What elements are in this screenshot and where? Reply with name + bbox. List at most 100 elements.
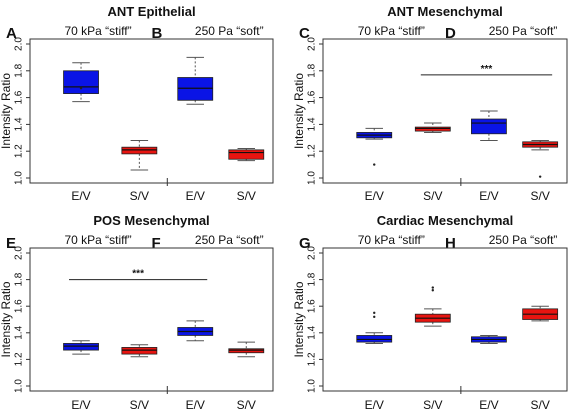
x-category-label: S/V (423, 398, 442, 412)
box-2 (414, 122, 451, 133)
plot-frame (322, 38, 568, 184)
x-category-label: E/V (186, 189, 205, 203)
box-4 (522, 305, 559, 322)
panel-letter: F (152, 235, 161, 252)
y-tick-label: 1.8 (14, 63, 25, 77)
condition-label: 250 Pa “soft” (489, 24, 558, 38)
panel-letter: G (299, 235, 311, 252)
condition-label: 250 Pa “soft” (195, 233, 264, 247)
y-tick-label: 1.6 (14, 90, 25, 104)
box-body (228, 149, 265, 160)
box-outlier-point (538, 175, 542, 178)
box-body (356, 335, 393, 343)
y-tick-label: 1.6 (307, 299, 318, 313)
y-tick-label: 2.0 (14, 37, 25, 51)
y-tick-label: 1.2 (14, 352, 25, 366)
box-body (121, 347, 158, 355)
plot-frame (29, 247, 274, 392)
y-tick-label: 1.8 (307, 272, 318, 286)
box-2 (121, 344, 158, 358)
panel-title: POS Mesenchymal (93, 213, 209, 228)
x-category-label: S/V (237, 189, 256, 203)
y-tick-label: 1.0 (307, 171, 318, 185)
plot-frame (322, 247, 568, 392)
condition-label: 250 Pa “soft” (489, 233, 558, 247)
panel-title: ANT Mesenchymal (387, 4, 503, 19)
y-tick-label: 1.6 (14, 299, 25, 313)
box-4 (228, 341, 265, 358)
panel-title: ANT Epithelial (107, 4, 195, 19)
y-tick-label: 1.4 (14, 325, 25, 339)
x-category-label: E/V (479, 398, 498, 412)
box-1 (63, 62, 99, 103)
panel-2: ANT Mesenchymal C D 70 kPa “stiff” 250 Pa “s… (292, 4, 568, 203)
box-outlier-point (373, 163, 376, 166)
y-axis-label: Intensity Ratio (292, 73, 306, 149)
box-body (121, 146, 158, 155)
box-1 (63, 340, 99, 355)
x-category-label: E/V (479, 189, 498, 203)
panel-4: Cardiac Mesenchymal G H 70 kPa “stiff” 250 P… (292, 213, 568, 412)
condition-label: 70 kPa “stiff” (358, 24, 425, 38)
panel-letter: D (445, 25, 456, 42)
box-3 (471, 334, 507, 344)
y-tick-label: 1.4 (14, 117, 25, 131)
box-3 (177, 320, 214, 342)
box-body (414, 126, 451, 132)
y-tick-label: 1.6 (307, 90, 318, 104)
box-outlier-point (373, 315, 376, 319)
condition-label: 70 kPa “stiff” (358, 233, 425, 247)
panel-letter: H (445, 235, 456, 252)
panel-letter: B (152, 25, 163, 42)
y-axis-label: Intensity Ratio (0, 73, 13, 149)
box-body (177, 77, 214, 101)
box-3 (177, 56, 214, 105)
y-axis-label: Intensity Ratio (0, 281, 13, 357)
x-category-label: E/V (365, 189, 384, 203)
x-category-label: S/V (130, 398, 149, 412)
box-1 (356, 311, 393, 344)
box-body (63, 70, 99, 94)
y-tick-label: 1.0 (14, 379, 25, 393)
condition-label: 70 kPa “stiff” (64, 233, 131, 247)
y-axis-label: Intensity Ratio (292, 281, 306, 357)
y-tick-label: 1.2 (14, 144, 25, 158)
panel-letter: A (6, 25, 17, 42)
panel-1: ANT Epithelial A B 70 kPa “stiff” 250 Pa “so… (0, 4, 274, 203)
condition-label: 250 Pa “soft” (195, 24, 264, 38)
plot-frame (29, 38, 274, 184)
box-2 (121, 139, 158, 171)
box-2 (414, 286, 451, 327)
significance-label: *** (481, 64, 493, 75)
panel-letter: C (299, 25, 310, 42)
box-body (228, 348, 265, 354)
x-category-label: S/V (130, 189, 149, 203)
box-body (63, 343, 99, 351)
panel-3: POS Mesenchymal E F 70 kPa “stiff” 250 Pa “s… (0, 213, 274, 412)
condition-label: 70 kPa “stiff” (64, 24, 131, 38)
box-outlier-point (431, 289, 434, 292)
significance-label: *** (132, 269, 144, 280)
panel-letter: E (6, 235, 16, 252)
x-category-label: S/V (237, 398, 256, 412)
box-outlier-point (431, 286, 434, 289)
x-category-label: E/V (365, 398, 384, 412)
box-body (471, 118, 507, 135)
y-tick-label: 2.0 (307, 246, 318, 260)
x-category-label: E/V (71, 398, 90, 412)
box-outlier-point (79, 87, 83, 90)
box-1 (356, 127, 393, 166)
panel-title: Cardiac Mesenchymal (377, 213, 514, 228)
x-category-label: S/V (423, 189, 442, 203)
x-category-label: E/V (186, 398, 205, 412)
box-3 (471, 110, 507, 141)
y-tick-label: 1.4 (307, 325, 318, 339)
y-tick-label: 1.2 (307, 144, 318, 158)
x-category-label: E/V (71, 189, 90, 203)
y-tick-label: 1.0 (14, 171, 25, 185)
x-category-label: S/V (530, 189, 549, 203)
y-tick-label: 1.8 (307, 63, 318, 77)
y-tick-label: 2.0 (307, 37, 318, 51)
y-tick-label: 1.2 (307, 352, 318, 366)
